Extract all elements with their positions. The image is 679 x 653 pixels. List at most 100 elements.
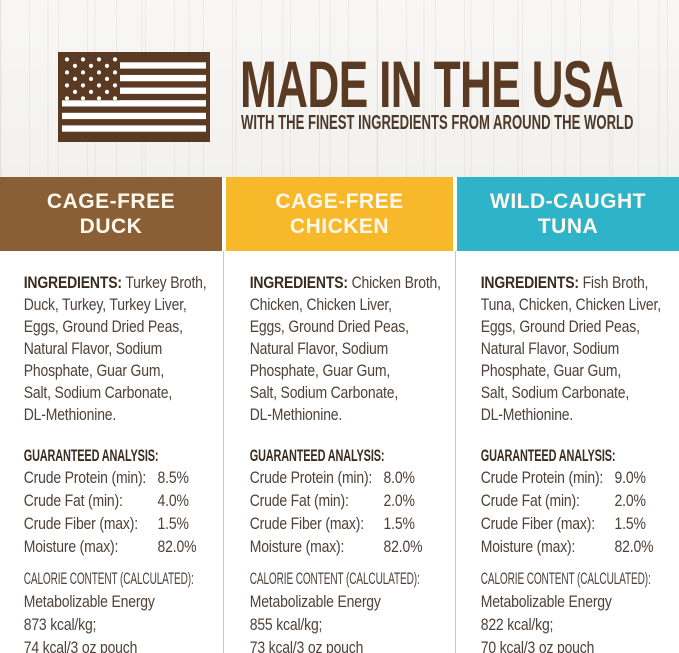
analysis-row: Crude Fat (min): 2.0% <box>250 490 448 513</box>
ingredient-line: Turkey Broth, <box>125 274 207 292</box>
analysis-value: 8.0% <box>383 469 415 487</box>
analysis-value: 82.0% <box>157 538 197 556</box>
ingredient-line: DL-Methionine. <box>23 406 117 424</box>
calorie-heading: CALORIE CONTENT (CALCULATED): <box>23 570 194 588</box>
ingredient-line: Tuna, Chicken, Chicken Liver, <box>480 296 661 314</box>
product-title-line: CAGE-FREE <box>275 190 404 213</box>
calorie-line: 855 kcal/kg; <box>249 616 323 634</box>
ingredient-line: Chicken, Chicken Liver, <box>249 296 392 314</box>
product-header-duck: CAGE-FREE DUCK <box>0 177 222 251</box>
analysis-value: 2.0% <box>614 492 646 510</box>
analysis-label: Crude Protein (min): <box>249 469 373 487</box>
product-column-chicken: INGREDIENTS: Chicken Broth, Chicken, Chi… <box>226 251 448 653</box>
analysis-label: Crude Fiber (max): <box>23 515 138 533</box>
analysis-row: Crude Fiber (max): 1.5% <box>250 513 448 536</box>
analysis-value: 2.0% <box>383 492 415 510</box>
analysis-label: Crude Fat (min): <box>249 492 349 510</box>
calorie-line: Metabolizable Energy <box>249 593 381 611</box>
analysis-label: Crude Protein (min): <box>23 469 147 487</box>
analysis-row: Moisture (max): 82.0% <box>24 536 222 559</box>
ingredient-line: Eggs, Ground Dried Peas, <box>480 318 640 336</box>
ingredient-line: Salt, Sodium Carbonate, <box>23 384 173 402</box>
analysis-row: Moisture (max): 82.0% <box>481 536 679 559</box>
ingredient-line: Chicken Broth, <box>351 274 441 292</box>
guaranteed-analysis-heading: GUARANTEED ANALYSIS: <box>249 447 385 465</box>
calorie-content-section: CALORIE CONTENT (CALCULATED): Metaboliza… <box>24 568 222 653</box>
ingredient-line: Fish Broth, <box>582 274 649 292</box>
ingredient-line: DL-Methionine. <box>480 406 574 424</box>
product-column-tuna: INGREDIENTS: Fish Broth, Tuna, Chicken, … <box>457 251 679 653</box>
analysis-row: Crude Fat (min): 2.0% <box>481 490 679 513</box>
ingredient-line: Salt, Sodium Carbonate, <box>480 384 630 402</box>
calorie-content-section: CALORIE CONTENT (CALCULATED): Metaboliza… <box>481 568 679 653</box>
analysis-value: 4.0% <box>157 492 189 510</box>
product-header-tuna: WILD-CAUGHT TUNA <box>457 177 679 251</box>
analysis-value: 8.5% <box>157 469 189 487</box>
analysis-value: 1.5% <box>157 515 189 533</box>
ingredient-line: Phosphate, Guar Gum, <box>480 362 622 380</box>
calorie-heading: CALORIE CONTENT (CALCULATED): <box>480 570 651 588</box>
calorie-line: 74 kcal/3 oz pouch <box>23 639 138 653</box>
analysis-value: 9.0% <box>614 469 646 487</box>
analysis-row: Crude Protein (min): 9.0% <box>481 467 679 490</box>
analysis-label: Crude Protein (min): <box>480 469 604 487</box>
ingredient-line: DL-Methionine. <box>249 406 343 424</box>
ingredients-label: INGREDIENTS: <box>23 274 122 292</box>
guaranteed-analysis-heading: GUARANTEED ANALYSIS: <box>480 447 616 465</box>
analysis-label: Crude Fat (min): <box>23 492 123 510</box>
product-title-line: CHICKEN <box>289 215 390 238</box>
ingredients-label: INGREDIENTS: <box>249 274 348 292</box>
calorie-line: 70 kcal/3 oz pouch <box>480 639 595 653</box>
analysis-label: Moisture (max): <box>480 538 576 556</box>
column-divider <box>455 251 456 653</box>
page-title: MADE IN THE USA <box>240 47 624 121</box>
ingredient-line: Duck, Turkey, Turkey Liver, <box>23 296 187 314</box>
analysis-label: Crude Fiber (max): <box>480 515 595 533</box>
analysis-value: 1.5% <box>383 515 415 533</box>
page-subtitle: WITH THE FINEST INGREDIENTS FROM AROUND … <box>241 112 634 134</box>
product-title-line: DUCK <box>79 215 143 238</box>
analysis-value: 82.0% <box>383 538 423 556</box>
ingredient-line: Salt, Sodium Carbonate, <box>249 384 399 402</box>
ingredient-line: Phosphate, Guar Gum, <box>23 362 165 380</box>
analysis-label: Moisture (max): <box>249 538 345 556</box>
ingredients-section: INGREDIENTS: Chicken Broth, Chicken, Chi… <box>250 272 448 426</box>
ingredient-line: Eggs, Ground Dried Peas, <box>249 318 409 336</box>
analysis-row: Crude Fiber (max): 1.5% <box>481 513 679 536</box>
ingredient-line: Phosphate, Guar Gum, <box>249 362 391 380</box>
product-title-line: TUNA <box>537 215 599 238</box>
column-divider <box>223 251 224 653</box>
analysis-row: Moisture (max): 82.0% <box>250 536 448 559</box>
guaranteed-analysis-section: GUARANTEED ANALYSIS: Crude Protein (min)… <box>481 445 679 559</box>
analysis-label: Crude Fat (min): <box>480 492 580 510</box>
ingredient-line: Natural Flavor, Sodium <box>23 340 163 358</box>
calorie-line: 822 kcal/kg; <box>480 616 554 634</box>
analysis-label: Moisture (max): <box>23 538 119 556</box>
ingredient-line: Natural Flavor, Sodium <box>480 340 620 358</box>
calorie-line: 873 kcal/kg; <box>23 616 97 634</box>
product-title-line: CAGE-FREE <box>46 190 176 213</box>
calorie-line: Metabolizable Energy <box>480 593 612 611</box>
guaranteed-analysis-section: GUARANTEED ANALYSIS: Crude Protein (min)… <box>250 445 448 559</box>
analysis-label: Crude Fiber (max): <box>249 515 364 533</box>
ingredient-line: Natural Flavor, Sodium <box>249 340 389 358</box>
analysis-row: Crude Protein (min): 8.5% <box>24 467 222 490</box>
us-flag-icon <box>58 52 210 142</box>
product-header-chicken: CAGE-FREE CHICKEN <box>226 177 453 251</box>
analysis-row: Crude Protein (min): 8.0% <box>250 467 448 490</box>
ingredients-section: INGREDIENTS: Turkey Broth, Duck, Turkey,… <box>24 272 222 426</box>
analysis-value: 1.5% <box>614 515 646 533</box>
product-column-duck: INGREDIENTS: Turkey Broth, Duck, Turkey,… <box>0 251 222 653</box>
guaranteed-analysis-heading: GUARANTEED ANALYSIS: <box>23 447 159 465</box>
calorie-line: Metabolizable Energy <box>23 593 155 611</box>
product-title-line: WILD-CAUGHT <box>490 190 646 213</box>
guaranteed-analysis-section: GUARANTEED ANALYSIS: Crude Protein (min)… <box>24 445 222 559</box>
calorie-line: 73 kcal/3 oz pouch <box>249 639 364 653</box>
analysis-row: Crude Fiber (max): 1.5% <box>24 513 222 536</box>
made-in-usa-header: MADE IN THE USA WITH THE FINEST INGREDIE… <box>0 0 679 177</box>
analysis-row: Crude Fat (min): 4.0% <box>24 490 222 513</box>
calorie-heading: CALORIE CONTENT (CALCULATED): <box>249 570 420 588</box>
ingredient-line: Eggs, Ground Dried Peas, <box>23 318 183 336</box>
ingredients-section: INGREDIENTS: Fish Broth, Tuna, Chicken, … <box>481 272 679 426</box>
